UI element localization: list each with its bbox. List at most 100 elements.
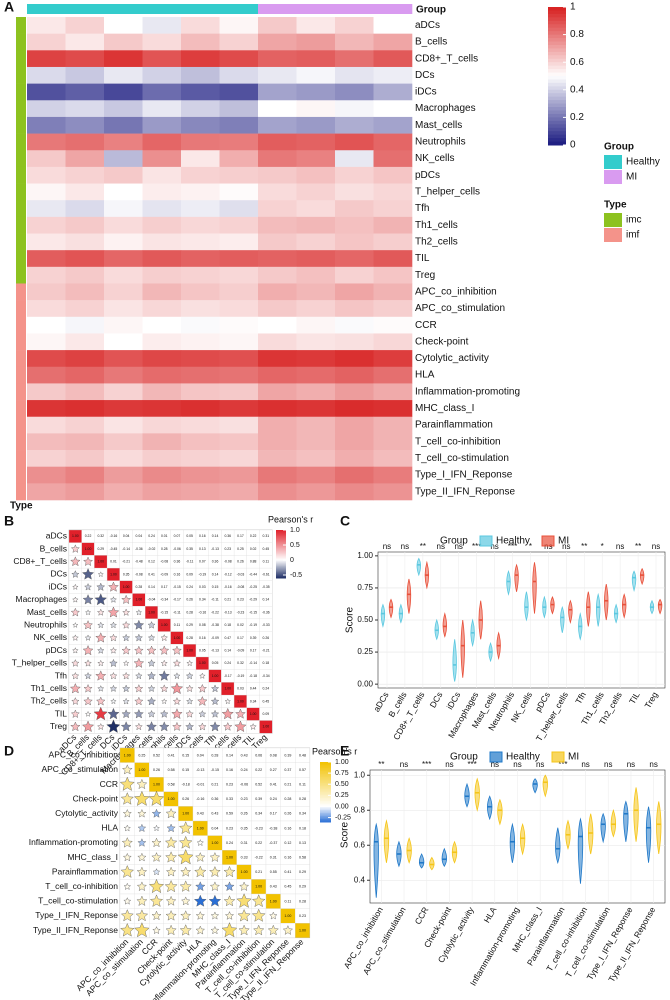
- legend-label: Healthy: [626, 157, 660, 168]
- heat-cell: [104, 466, 143, 484]
- cell-value: 0.04: [136, 534, 143, 538]
- heat-cell: [104, 83, 143, 101]
- legend-label: MI: [568, 752, 579, 763]
- group-cell: [27, 4, 66, 14]
- cell-value: 0.03: [199, 585, 206, 589]
- star: [210, 684, 220, 693]
- heat-cell: [27, 200, 66, 218]
- heat-cell: [27, 300, 66, 318]
- heat-cell: [104, 150, 143, 168]
- heat-cell: [258, 66, 297, 84]
- row-label: APC_co_stimulation: [41, 764, 118, 774]
- heat-cell: [335, 50, 374, 68]
- heat-cell: [65, 83, 105, 101]
- heat-cell: [296, 483, 336, 501]
- colorbar-step: [548, 76, 566, 80]
- heat-cell: [142, 100, 182, 118]
- star: [165, 851, 178, 863]
- heat-cell: [181, 450, 220, 467]
- star: [95, 632, 107, 643]
- colorbar-step: [548, 31, 566, 36]
- colorbar-step: [320, 763, 331, 766]
- heat-cell: [104, 483, 143, 501]
- cell-value: -0.08: [135, 572, 143, 576]
- star: [179, 924, 192, 936]
- type-cell: [16, 466, 26, 484]
- heat-cell: [104, 100, 143, 118]
- colorbar-step: [320, 813, 331, 815]
- colorbar-step: [548, 113, 566, 118]
- star: [173, 672, 181, 680]
- heat-cell: [65, 466, 105, 484]
- star: [165, 895, 177, 906]
- cell-value: -0.19: [249, 623, 257, 627]
- star: [84, 672, 92, 680]
- violin: [416, 557, 422, 577]
- cell-value: 0.33: [241, 855, 248, 859]
- colorbar-step: [320, 786, 331, 788]
- heat-cell: [258, 150, 297, 168]
- colorbar-step: [548, 127, 566, 132]
- star: [93, 706, 108, 721]
- cell-value: -0.23: [237, 610, 245, 614]
- violin: [487, 795, 493, 821]
- colorbar-step: [276, 567, 286, 569]
- heat-cell: [27, 266, 66, 284]
- star: [152, 926, 161, 935]
- cell-value: 0.03: [237, 687, 244, 691]
- heat-cell: [181, 300, 220, 318]
- significance: ns: [437, 542, 445, 551]
- heat-cell: [335, 83, 374, 101]
- heat-cell: [335, 283, 374, 301]
- star: [147, 671, 157, 680]
- heat-cell: [142, 250, 182, 268]
- colorbar-step: [276, 540, 286, 543]
- star: [121, 645, 131, 655]
- star: [72, 596, 79, 603]
- heat-cell: [142, 283, 182, 301]
- row-label: Check-point: [73, 793, 119, 803]
- type-cell: [16, 433, 26, 451]
- star: [146, 645, 157, 655]
- star: [137, 852, 147, 862]
- heat-cell: [258, 33, 297, 51]
- row-label: CCR: [100, 779, 118, 789]
- star: [122, 620, 131, 629]
- heat-cell: [142, 116, 182, 134]
- heat-cell: [65, 116, 105, 134]
- cell-value: 0.52: [255, 782, 262, 786]
- star: [193, 894, 207, 907]
- star: [147, 621, 156, 629]
- star: [147, 684, 156, 692]
- heat-cell: [27, 433, 66, 451]
- cell-value: -0.02: [148, 547, 156, 551]
- cell-value: 0.25: [237, 547, 244, 551]
- heat-cell: [335, 233, 374, 251]
- cell-value: 0.35: [241, 826, 248, 830]
- star: [122, 671, 131, 680]
- heat-cell: [65, 233, 105, 251]
- cell-value: 0.22: [255, 841, 262, 845]
- star: [151, 808, 162, 818]
- heat-cell: [258, 433, 297, 451]
- y-tick-label: 1.0: [354, 770, 366, 779]
- diag-label: 1.00: [237, 699, 244, 703]
- cell-value: 0.02: [237, 623, 244, 627]
- colorbar-step: [276, 564, 286, 567]
- colorbar-step: [548, 65, 566, 70]
- star: [210, 709, 220, 718]
- heat-cell: [27, 133, 66, 151]
- heat-cell: [27, 383, 66, 401]
- significance: *: [601, 542, 604, 551]
- colorbar-step: [320, 801, 331, 803]
- colorbar-step: [276, 539, 286, 542]
- row-label: CD8+_T_cells: [13, 556, 67, 566]
- row-label: T_helper_cells: [415, 187, 480, 198]
- heat-cell: [373, 133, 413, 151]
- colorbar-step: [276, 562, 286, 565]
- colorbar-step: [320, 816, 331, 818]
- star: [237, 908, 251, 922]
- star: [122, 608, 131, 616]
- cell-value: -0.13: [211, 649, 219, 653]
- heat-cell: [104, 433, 143, 451]
